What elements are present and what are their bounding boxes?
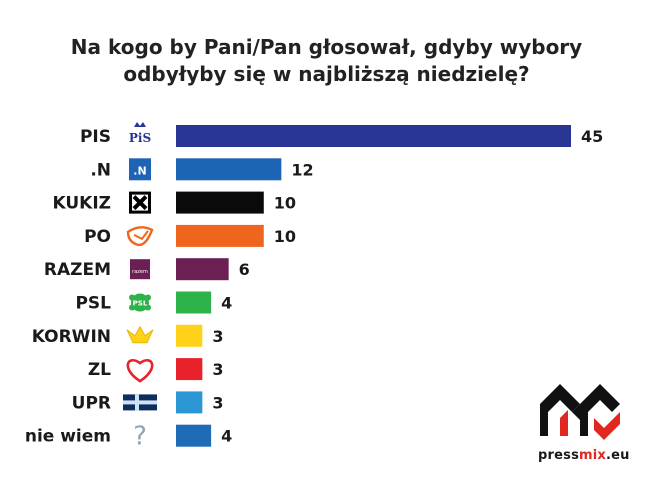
bar [176, 424, 212, 447]
korwin-crown-icon [126, 325, 154, 344]
bar [176, 391, 203, 414]
category-label: KUKIZ [52, 194, 111, 214]
nowoczesna-logo-icon: .N [129, 158, 151, 181]
value-label: 10 [274, 194, 296, 213]
brand-part-3: .eu [606, 448, 630, 463]
value-label: 4 [221, 294, 232, 313]
svg-text:.N: .N [133, 164, 146, 177]
bar [176, 291, 212, 314]
svg-text:PiS: PiS [129, 131, 151, 145]
zl-heart-icon [126, 358, 154, 383]
value-label: 4 [221, 427, 232, 446]
category-label: PIS [80, 127, 111, 147]
brand-name: pressmix.eu [538, 448, 630, 463]
question-mark-icon: ? [133, 422, 147, 452]
party-icons: PiS .N razem PSL? [123, 122, 157, 452]
svg-text:PSL: PSL [133, 300, 148, 308]
razem-logo-icon: razem [130, 259, 150, 280]
value-label: 12 [291, 160, 313, 179]
category-labels: PIS .N KUKIZ PO RAZEM PSL KORWIN ZL UPR nie wiem [25, 127, 111, 447]
pressmix-logo-icon [540, 384, 620, 440]
bar [176, 324, 203, 347]
brand-part-1: press [538, 448, 580, 463]
category-label: PO [84, 227, 111, 247]
category-label: KORWIN [32, 327, 111, 347]
category-label: .N [90, 160, 111, 180]
bar [176, 158, 282, 181]
value-label: 10 [274, 227, 296, 246]
category-label: nie wiem [25, 427, 111, 447]
value-label: 3 [212, 327, 223, 346]
bar [176, 224, 264, 247]
value-label: 6 [239, 260, 250, 279]
value-label: 3 [212, 360, 223, 379]
bar [176, 191, 264, 214]
po-logo-icon [126, 226, 154, 247]
category-label: PSL [75, 294, 111, 314]
chart-title-line-1: Na kogo by Pani/Pan głosował, gdyby wybo… [70, 35, 583, 59]
pis-logo-icon: PiS [129, 122, 151, 145]
svg-text:?: ? [133, 422, 147, 452]
bars [176, 125, 571, 447]
category-label: RAZEM [44, 260, 111, 280]
value-label: 3 [212, 393, 223, 412]
svg-text:razem: razem [132, 269, 148, 275]
bar [176, 125, 571, 147]
chart-title: Na kogo by Pani/Pan głosował, gdyby wybo… [0, 34, 653, 88]
value-label: 45 [581, 127, 603, 146]
upr-cross-icon [123, 394, 157, 411]
psl-logo-icon: PSL [129, 293, 151, 312]
category-label: ZL [88, 360, 111, 380]
category-label: UPR [72, 393, 111, 413]
brand-part-2: mix [579, 448, 607, 463]
kukiz-logo-icon [129, 191, 151, 214]
chart-title-line-2: odbyłyby się w najbliższą niedzielę? [123, 62, 530, 86]
bar [176, 258, 229, 281]
bar [176, 358, 203, 381]
